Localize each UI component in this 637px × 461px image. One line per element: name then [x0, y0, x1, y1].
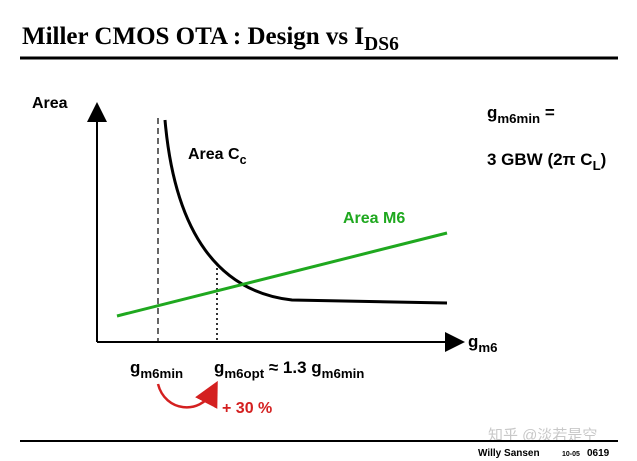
f1-text: g	[487, 103, 497, 122]
opt-marker: gm6opt ≈ 1.3 gm6min	[214, 358, 364, 381]
cc-label: Area Cc	[188, 146, 247, 167]
opt-text: g	[214, 358, 224, 377]
cc-label-text: Area C	[188, 146, 240, 163]
footer-date: 10-05	[562, 451, 580, 458]
formula-line2: 3 GBW (2π CL)	[487, 150, 606, 173]
opt-rel: ≈ 1.3 g	[264, 358, 322, 377]
x-label-text: g	[468, 332, 478, 351]
x-label-sub: m6	[478, 340, 497, 355]
min-marker: gm6min	[130, 358, 183, 381]
min-sub: m6min	[140, 366, 183, 381]
x-axis-label: gm6	[468, 332, 498, 355]
gain-label: + 30 %	[222, 400, 272, 417]
gain-arrow	[156, 380, 218, 409]
formula-line1: gm6min =	[487, 103, 555, 126]
y-axis-label: Area	[32, 95, 68, 112]
cc-label-sub: c	[240, 153, 247, 167]
title: Miller CMOS OTA : Design vs IDS6	[22, 23, 399, 55]
f2-sub: L	[593, 158, 601, 173]
f2-end: )	[601, 150, 607, 169]
footer-author: Willy Sansen	[478, 448, 540, 459]
footer-page: 0619	[587, 448, 610, 459]
cc-curve	[163, 119, 448, 305]
title-sub: DS6	[364, 34, 399, 55]
f1-end: =	[540, 103, 555, 122]
title-text: Miller CMOS OTA : Design vs I	[22, 23, 364, 50]
m6-label: Area M6	[343, 210, 405, 227]
min-text: g	[130, 358, 140, 377]
watermark: 知乎 @淡若是空	[488, 427, 597, 444]
m6-line	[116, 231, 448, 318]
opt-rel-sub: m6min	[322, 366, 365, 381]
opt-sub: m6opt	[224, 366, 264, 381]
f1-sub: m6min	[497, 111, 540, 126]
f2-text: 3 GBW (2π C	[487, 150, 593, 169]
